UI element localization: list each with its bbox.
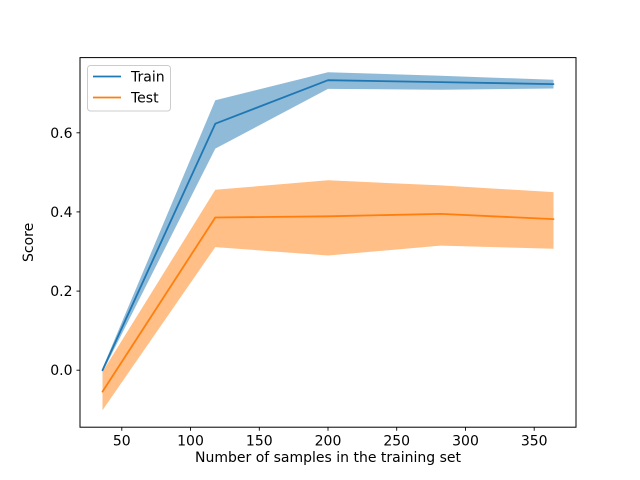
- x-axis-label: Number of samples in the training set: [195, 450, 462, 466]
- x-tick-label: 100: [177, 434, 204, 450]
- legend: Train Test: [87, 65, 171, 112]
- line-test: [101, 213, 555, 393]
- x-tick-label: 250: [383, 434, 410, 450]
- x-axis-ticks: 50 100 150 200 250 300 350: [113, 427, 548, 450]
- legend-label-test: Test: [130, 91, 159, 107]
- y-tick-label: 0.4: [50, 205, 72, 221]
- y-axis-label: Score: [21, 223, 37, 262]
- y-tick-label: 0.2: [50, 284, 72, 300]
- band-test: [102, 180, 554, 411]
- confidence-bands: [102, 72, 554, 411]
- x-tick-label: 300: [452, 434, 479, 450]
- y-axis-ticks: 0.0 0.2 0.4 0.6: [50, 126, 80, 379]
- band-train: [102, 72, 554, 373]
- x-tick-label: 150: [246, 434, 273, 450]
- legend-label-train: Train: [130, 70, 165, 86]
- y-tick-label: 0.6: [50, 126, 72, 142]
- line-train: [101, 79, 555, 372]
- x-tick-label: 50: [113, 434, 131, 450]
- x-tick-label: 350: [521, 434, 548, 450]
- x-tick-label: 200: [315, 434, 342, 450]
- y-tick-label: 0.0: [50, 363, 72, 379]
- series-lines: [101, 79, 555, 393]
